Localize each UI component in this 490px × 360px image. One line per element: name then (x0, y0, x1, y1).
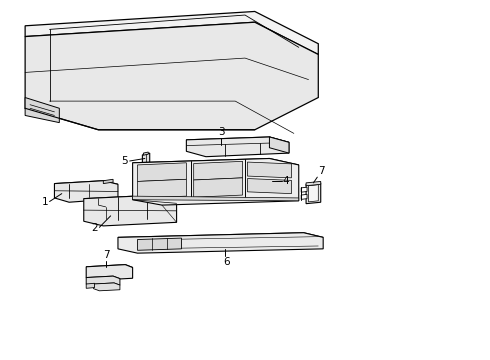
Polygon shape (133, 158, 299, 205)
Polygon shape (86, 265, 133, 270)
Text: 6: 6 (223, 257, 230, 267)
Polygon shape (25, 12, 318, 54)
Text: 1: 1 (42, 197, 48, 207)
Polygon shape (301, 194, 307, 199)
Polygon shape (138, 238, 181, 250)
Polygon shape (25, 98, 59, 123)
Text: 3: 3 (218, 127, 225, 136)
Polygon shape (138, 179, 186, 198)
Polygon shape (54, 181, 118, 187)
Polygon shape (138, 163, 186, 181)
Polygon shape (94, 283, 120, 286)
Polygon shape (94, 283, 120, 291)
Polygon shape (118, 233, 323, 253)
Polygon shape (194, 161, 243, 180)
Text: 7: 7 (318, 166, 325, 176)
Polygon shape (247, 162, 292, 178)
Polygon shape (86, 283, 95, 288)
Polygon shape (133, 158, 299, 169)
Polygon shape (247, 179, 292, 194)
Polygon shape (84, 195, 176, 226)
Text: 5: 5 (122, 156, 128, 166)
Polygon shape (86, 276, 120, 287)
Polygon shape (25, 22, 318, 130)
Polygon shape (54, 181, 118, 202)
Polygon shape (306, 183, 321, 204)
Polygon shape (301, 187, 307, 192)
Polygon shape (143, 153, 150, 165)
Text: 4: 4 (283, 176, 289, 186)
Polygon shape (86, 276, 120, 280)
Polygon shape (133, 196, 299, 201)
Polygon shape (194, 178, 243, 197)
Polygon shape (86, 265, 133, 280)
Polygon shape (186, 137, 289, 145)
Polygon shape (84, 195, 176, 203)
Polygon shape (103, 179, 113, 184)
Text: 2: 2 (91, 224, 98, 233)
Polygon shape (186, 137, 289, 157)
Polygon shape (144, 152, 148, 155)
Polygon shape (270, 137, 289, 153)
Polygon shape (309, 185, 318, 202)
Text: 7: 7 (103, 250, 110, 260)
Polygon shape (118, 233, 323, 242)
Polygon shape (306, 181, 321, 186)
